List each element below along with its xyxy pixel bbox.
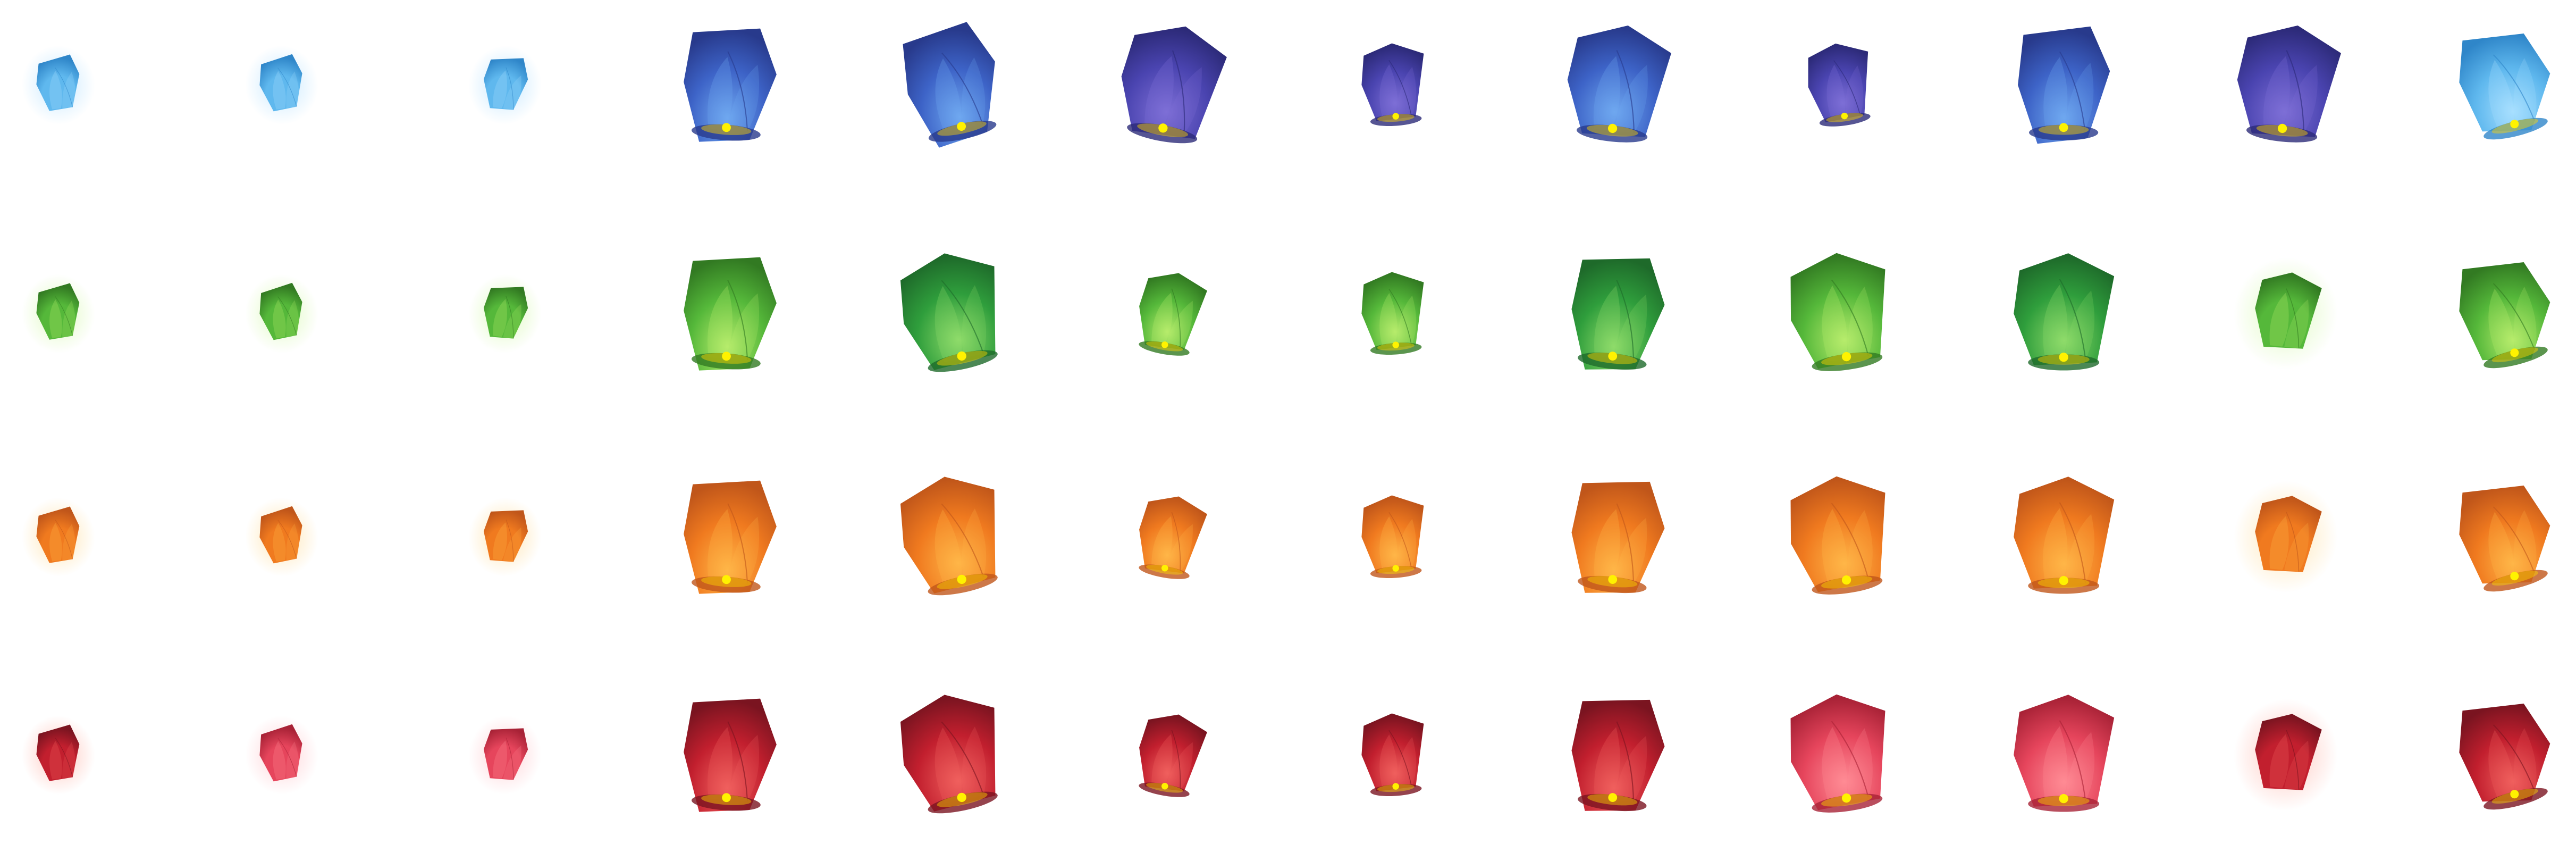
lantern-blue-5 bbox=[896, 18, 1007, 152]
lantern-green-7 bbox=[1351, 264, 1434, 363]
lantern-body-red-1 bbox=[22, 715, 95, 795]
lantern-body-red-2 bbox=[245, 715, 318, 795]
lantern-green-8 bbox=[1560, 247, 1672, 381]
lantern-body-green-5 bbox=[900, 253, 998, 372]
lantern-red-8 bbox=[1560, 688, 1672, 822]
lantern-green-9 bbox=[1782, 245, 1897, 382]
lantern-orange-1 bbox=[22, 497, 95, 577]
lantern-body-orange-9 bbox=[1790, 477, 1885, 595]
lantern-body-orange-1 bbox=[22, 497, 95, 577]
lantern-blue-3 bbox=[468, 45, 542, 125]
lantern-body-green-7 bbox=[1361, 272, 1424, 355]
lantern-body-red-10 bbox=[2014, 695, 2115, 812]
lantern-body-red-6 bbox=[1139, 714, 1207, 798]
lantern-body-blue-1 bbox=[22, 45, 95, 125]
lantern-blue-10 bbox=[2007, 18, 2118, 152]
lantern-body-orange-8 bbox=[1571, 481, 1665, 594]
lantern-body-red-5 bbox=[900, 695, 998, 814]
lantern-body-blue-8 bbox=[1567, 26, 1672, 143]
lantern-body-red-9 bbox=[1790, 695, 1885, 813]
lantern-red-4 bbox=[672, 688, 784, 822]
lantern-blue-2 bbox=[245, 45, 318, 125]
lantern-body-blue-5 bbox=[903, 22, 997, 148]
lantern-green-2 bbox=[245, 274, 318, 354]
lantern-body-green-11 bbox=[2234, 257, 2338, 370]
lantern-orange-5 bbox=[894, 468, 1009, 606]
lantern-orange-6 bbox=[1128, 487, 1211, 587]
lantern-red-3 bbox=[468, 715, 542, 795]
lantern-green-5 bbox=[894, 245, 1009, 382]
lantern-red-2 bbox=[245, 715, 318, 795]
lantern-orange-11 bbox=[2234, 481, 2338, 594]
lantern-orange-4 bbox=[672, 470, 784, 604]
lantern-blue-7 bbox=[1351, 35, 1434, 135]
lantern-orange-7 bbox=[1351, 487, 1434, 587]
lantern-body-orange-7 bbox=[1361, 495, 1424, 579]
lantern-green-4 bbox=[672, 247, 784, 381]
lantern-blue-6 bbox=[1112, 16, 1227, 154]
lantern-green-10 bbox=[2005, 245, 2120, 382]
lantern-red-9 bbox=[1782, 686, 1897, 824]
lantern-body-blue-12 bbox=[2459, 34, 2550, 140]
lantern-body-orange-2 bbox=[245, 497, 318, 577]
lantern-body-red-11 bbox=[2234, 699, 2338, 812]
lantern-red-5 bbox=[894, 686, 1009, 824]
lantern-body-blue-10 bbox=[2018, 26, 2110, 144]
lantern-green-3 bbox=[468, 274, 542, 354]
lantern-body-orange-4 bbox=[684, 480, 777, 594]
lantern-orange-3 bbox=[468, 497, 542, 577]
lantern-green-11 bbox=[2234, 257, 2338, 370]
lantern-body-red-8 bbox=[1571, 699, 1665, 812]
lantern-orange-9 bbox=[1782, 468, 1897, 606]
lantern-orange-12 bbox=[2451, 473, 2557, 601]
lantern-body-green-6 bbox=[1139, 273, 1207, 356]
lantern-body-blue-3 bbox=[468, 45, 542, 125]
lantern-green-6 bbox=[1128, 264, 1211, 363]
lantern-red-11 bbox=[2234, 699, 2338, 812]
lantern-body-blue-7 bbox=[1361, 43, 1424, 127]
lantern-body-blue-6 bbox=[1121, 27, 1227, 144]
lantern-green-12 bbox=[2451, 250, 2557, 378]
lantern-green-1 bbox=[22, 274, 95, 354]
lantern-red-12 bbox=[2451, 691, 2557, 819]
lantern-red-10 bbox=[2005, 686, 2120, 824]
lantern-body-orange-10 bbox=[2014, 477, 2115, 594]
lantern-body-blue-9 bbox=[1808, 44, 1871, 127]
lantern-blue-11 bbox=[2228, 16, 2343, 154]
lantern-red-7 bbox=[1351, 705, 1434, 805]
lantern-body-red-3 bbox=[468, 715, 542, 795]
lantern-blue-9 bbox=[1798, 35, 1881, 135]
lantern-body-orange-3 bbox=[468, 497, 542, 577]
lantern-orange-8 bbox=[1560, 470, 1672, 604]
lantern-blue-4 bbox=[672, 18, 784, 152]
lantern-body-blue-2 bbox=[245, 45, 318, 125]
lantern-body-green-4 bbox=[684, 257, 777, 371]
lantern-body-green-8 bbox=[1571, 258, 1665, 370]
lantern-body-red-7 bbox=[1361, 713, 1424, 797]
lantern-body-green-2 bbox=[245, 274, 318, 354]
lantern-body-orange-5 bbox=[900, 477, 998, 596]
lantern-body-red-12 bbox=[2459, 704, 2550, 810]
lantern-orange-10 bbox=[2005, 468, 2120, 606]
lantern-body-green-10 bbox=[2014, 253, 2115, 371]
lantern-blue-12 bbox=[2451, 21, 2557, 149]
lantern-body-green-12 bbox=[2459, 262, 2550, 369]
lantern-body-red-4 bbox=[684, 698, 777, 812]
lantern-body-blue-11 bbox=[2237, 26, 2342, 143]
lantern-body-green-3 bbox=[468, 274, 542, 354]
lantern-body-green-9 bbox=[1790, 253, 1885, 372]
lantern-blue-1 bbox=[22, 45, 95, 125]
lantern-orange-2 bbox=[245, 497, 318, 577]
lantern-red-6 bbox=[1128, 705, 1211, 805]
lantern-body-orange-12 bbox=[2459, 486, 2550, 592]
lantern-red-1 bbox=[22, 715, 95, 795]
lantern-blue-8 bbox=[1559, 16, 1673, 154]
lantern-body-blue-4 bbox=[684, 28, 777, 142]
lantern-body-orange-6 bbox=[1139, 496, 1207, 580]
lantern-body-green-1 bbox=[22, 274, 95, 354]
lantern-body-orange-11 bbox=[2234, 481, 2338, 594]
